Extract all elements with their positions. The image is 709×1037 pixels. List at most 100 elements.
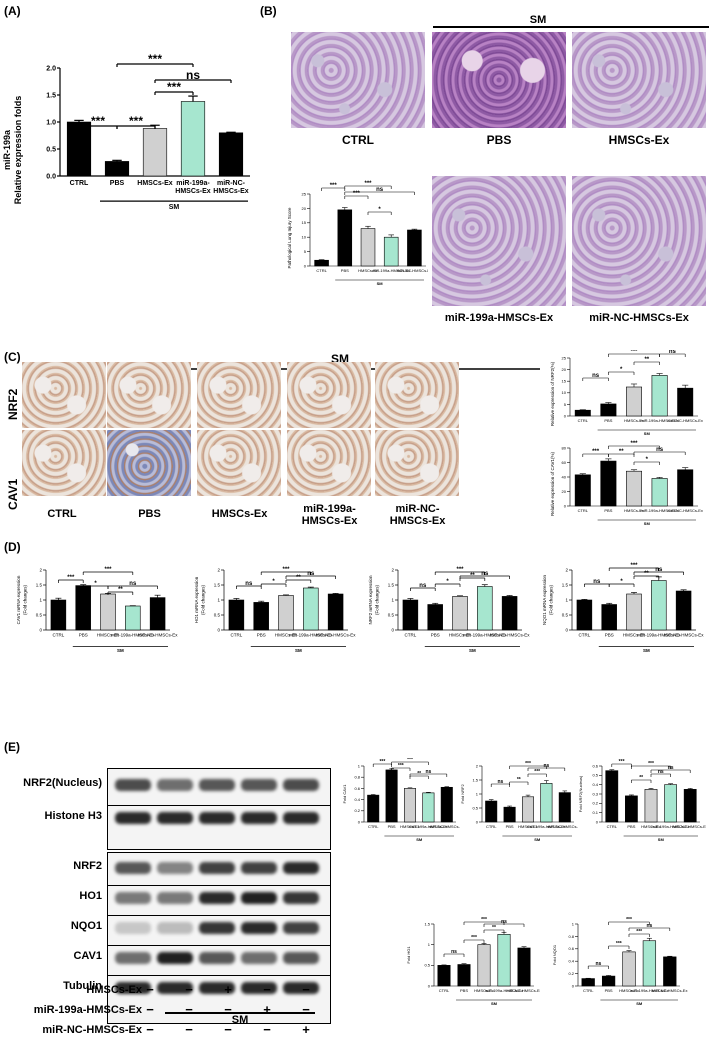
- y-tick-label: 0.2: [354, 808, 360, 813]
- bar-mir-199a-hmscs-ex: [651, 580, 667, 631]
- sig-label: ***: [407, 758, 413, 763]
- bar-mir-nc-hmscs-ex: [663, 956, 677, 987]
- sig-label: ns: [186, 68, 200, 82]
- x-tick-label: miR-NC-HMSCs-Ex: [673, 824, 706, 829]
- x-tick-label: CTRL: [607, 824, 618, 829]
- x-tick-label: miR-199a-HMSCs-Ex: [372, 268, 410, 273]
- x-tick-label: miR-NC-HMSCs-Ex: [547, 824, 578, 829]
- x-tick-label: HMSCs-Ex: [518, 824, 538, 829]
- bar-mir-199a-hmscs-ex: [651, 478, 668, 507]
- x-tick-label: miR-NC-HMSCs-Ex: [138, 633, 178, 638]
- sig-label: ***: [592, 449, 600, 455]
- y-tick-label: 1.5: [472, 777, 478, 782]
- blot-band-histone-h3: [283, 812, 319, 824]
- he-image-pbs: [432, 32, 566, 128]
- y-tick-label: 0.0: [46, 173, 56, 180]
- bar-hmscs-ex: [100, 593, 116, 631]
- bar-pbs: [427, 604, 443, 631]
- x-tick-label: CTRL: [368, 824, 379, 829]
- sig-label: *: [620, 367, 623, 373]
- blot-band-nqo1: [283, 922, 319, 934]
- bar-mir-nc-hmscs-ex: [677, 387, 694, 417]
- x-tick-label: miR-199a-HMSCs-Ex: [637, 633, 681, 638]
- blot-band-nqo1: [199, 922, 235, 934]
- blot-separator: [107, 915, 331, 916]
- sm-group-label: SM: [295, 648, 302, 653]
- y-tick-label: 0.5: [592, 773, 598, 778]
- y-tick-label: 2: [565, 568, 568, 573]
- y-tick-label: 0: [217, 628, 220, 633]
- treat-mark: −: [302, 1002, 310, 1017]
- ihc-image-nrf2-mirnc: [375, 362, 459, 428]
- bar-pbs: [503, 806, 516, 823]
- x-tick-label: HMSCs-Ex: [449, 633, 472, 638]
- y-tick-label: 0.3: [592, 791, 598, 796]
- panel-a-ylabel-2: Relative expression folds: [13, 96, 23, 205]
- sig-label: ***: [481, 917, 487, 923]
- x-tick-label: miR-NC-HMSCs-Ex: [668, 508, 703, 513]
- sm-group-label: SM: [469, 648, 476, 653]
- bar-ctrl: [574, 474, 591, 507]
- ihc-image-cav1-ctrl: [22, 430, 106, 496]
- sig-label: ns: [129, 581, 137, 587]
- bar-pbs: [75, 585, 91, 631]
- y-tick-label: 0: [564, 413, 567, 418]
- y-tick-label: 5: [564, 402, 567, 407]
- ihc-image-cav1-mir199a: [287, 430, 371, 496]
- he-image-hmscs: [572, 32, 706, 128]
- sig-label: ***: [364, 181, 372, 187]
- sig-label: ns: [669, 350, 677, 355]
- treat-mark: −: [146, 1002, 154, 1017]
- x-tick-label: CTRL: [578, 418, 589, 423]
- x-tick-label: CTRL: [316, 268, 327, 273]
- sig-label: ns: [419, 583, 427, 589]
- panel-c-nrf2-ylabel: Relative expression of NRF2(%): [550, 361, 555, 426]
- y-tick-label: 2.0: [46, 65, 56, 72]
- y-axis-label: Fold NQO1: [552, 944, 557, 965]
- sig-label: *: [446, 579, 449, 585]
- blot-band-nrf2-nucleus: [157, 779, 193, 791]
- x-tick-label: HMSCs-Ex: [623, 633, 646, 638]
- bar-ctrl: [437, 965, 451, 987]
- y-tick-label: 60: [562, 460, 567, 465]
- blot-band-nrf2-nucleus: [283, 779, 319, 791]
- y-tick-label: 0.5: [388, 613, 395, 618]
- y-tick-label: 1: [391, 598, 394, 603]
- bar-mir-199a-hmscs-ex: [477, 586, 493, 631]
- sig-label: ns: [501, 919, 507, 925]
- blot-band-cav1: [241, 952, 277, 964]
- sm-group-label: SM: [644, 431, 651, 436]
- sm-group-label: SM: [658, 837, 665, 842]
- y-tick-label: 0.5: [472, 805, 478, 810]
- blot-band-nqo1: [241, 922, 277, 934]
- x-tick-label: CTRL: [70, 180, 89, 187]
- y-tick-label: 2: [39, 568, 42, 573]
- blot-band-cav1: [283, 952, 319, 964]
- panel-e-sm-line: [165, 1012, 315, 1014]
- x-tick-label: PBS: [388, 824, 396, 829]
- bar-mir-nc-hmscs-ex: [517, 947, 531, 987]
- blot-band-nrf2-nucleus: [241, 779, 277, 791]
- he-label-mirnc: miR-NC-HMSCs-Ex: [589, 312, 689, 324]
- bar-pbs: [625, 795, 638, 823]
- bar-pbs: [600, 460, 617, 507]
- sig-label: ***: [91, 114, 105, 128]
- bar-mir-nc-hmscs-ex: [677, 469, 694, 507]
- bar-pbs: [253, 602, 269, 631]
- y-tick-label: 40: [562, 474, 567, 479]
- bar-pbs: [337, 209, 353, 267]
- x-tick-label: HMSCs-Ex: [137, 180, 173, 187]
- sig-label: *: [378, 207, 381, 213]
- blot-band-ho1: [241, 892, 277, 904]
- panel-e-ho1-chart: 0 0.5 1 1.5 CTRL PBS HMSCs-ExmiR-199a-HMSCs-Ex…: [406, 917, 540, 1006]
- bar-hmscs-ex: [360, 228, 376, 267]
- bar-mir-nc-hmscs-ex: [218, 132, 244, 177]
- x-tick-label: PBS: [506, 824, 514, 829]
- blot-band-tubulin: [199, 982, 235, 994]
- ihc-image-nrf2-hmscs: [197, 362, 281, 428]
- y-tick-label: 0: [476, 819, 479, 824]
- y-tick-label: 15: [302, 220, 307, 225]
- x-tick-label: PBS: [257, 633, 266, 638]
- x-tick-label: CTRL: [439, 988, 450, 993]
- bar-hmscs-ex: [142, 128, 168, 177]
